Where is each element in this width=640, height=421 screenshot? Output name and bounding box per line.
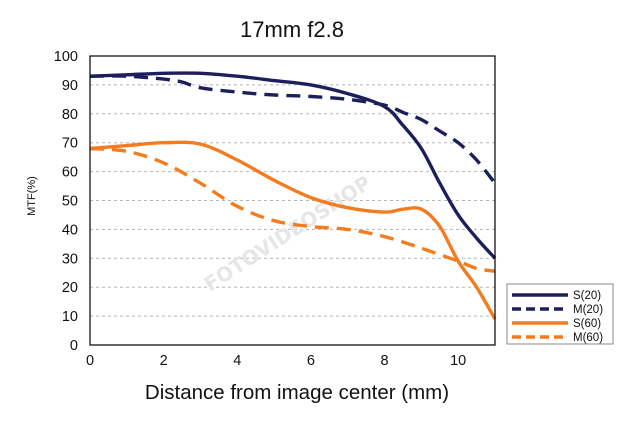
series-line-m-60 xyxy=(89,146,496,273)
y-tick-30: 30 xyxy=(62,251,78,267)
x-axis-label: Distance from image center (mm) xyxy=(145,381,449,404)
x-tick-6: 6 xyxy=(307,353,315,369)
x-tick-labels: 0 2 4 6 8 10 xyxy=(86,353,466,369)
series-line-m-20 xyxy=(89,74,497,185)
y-tick-100: 100 xyxy=(54,49,78,65)
y-axis-label: MTF(%) xyxy=(26,176,38,216)
legend-label-m-20: M(20) xyxy=(573,304,603,316)
x-tick-10: 10 xyxy=(450,353,466,369)
legend-label-s-20: S(20) xyxy=(573,290,601,302)
x-tick-8: 8 xyxy=(381,353,389,369)
grid-lines xyxy=(90,84,495,317)
x-tick-4: 4 xyxy=(233,353,241,369)
series-line-s-20 xyxy=(89,71,497,260)
y-tick-60: 60 xyxy=(62,165,78,181)
y-tick-90: 90 xyxy=(62,78,78,94)
series-line-s-60 xyxy=(89,140,497,320)
chart-title: 17mm f2.8 xyxy=(240,17,344,42)
legend: S(20) M(20) S(60) M(60) xyxy=(506,283,614,345)
plot-frame xyxy=(89,55,496,346)
y-tick-labels: 0 10 20 30 40 50 60 70 80 90 100 xyxy=(54,49,78,354)
watermark-text: FOTOVIDEOSHOP xyxy=(200,171,376,297)
x-tick-0: 0 xyxy=(86,353,94,369)
legend-label-s-60: S(60) xyxy=(573,318,601,330)
y-tick-0: 0 xyxy=(70,338,78,354)
y-tick-80: 80 xyxy=(62,107,78,123)
y-tick-70: 70 xyxy=(62,136,78,152)
x-tick-2: 2 xyxy=(160,353,168,369)
series-lines xyxy=(89,71,497,320)
legend-box xyxy=(506,283,614,345)
y-tick-50: 50 xyxy=(62,194,78,210)
y-tick-40: 40 xyxy=(62,222,78,238)
y-tick-20: 20 xyxy=(62,280,78,296)
legend-label-m-60: M(60) xyxy=(573,332,603,344)
y-tick-10: 10 xyxy=(62,309,78,325)
watermark: FOTOVIDEOSHOP xyxy=(200,171,376,297)
